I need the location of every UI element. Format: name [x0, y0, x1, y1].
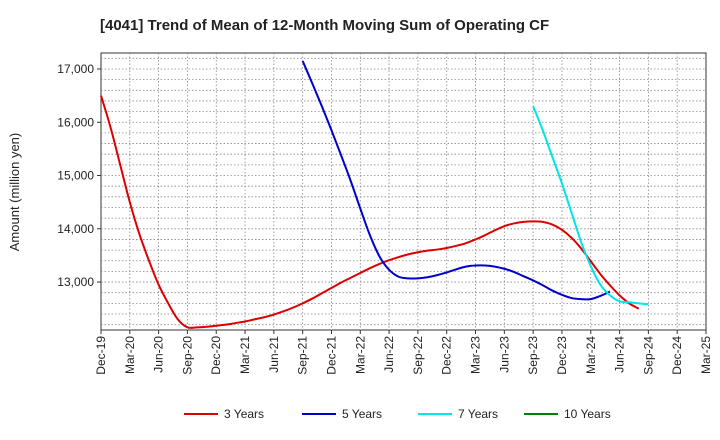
x-tick-label: Mar-20 [123, 336, 137, 374]
x-tick-label: Sep-21 [296, 336, 310, 375]
y-tick-label: 16,000 [57, 115, 94, 129]
legend-label-7-years: 7 Years [458, 407, 498, 421]
legend-label-10-years: 10 Years [564, 407, 611, 421]
x-tick-label: Mar-25 [699, 336, 713, 374]
chart-title: [4041] Trend of Mean of 12-Month Moving … [100, 17, 549, 34]
x-tick-label: Mar-21 [238, 336, 252, 374]
y-tick-label: 13,000 [57, 275, 94, 289]
legend-label-3-years: 3 Years [224, 407, 264, 421]
x-tick-label: Dec-23 [555, 336, 569, 375]
grid [101, 53, 706, 330]
x-tick-label: Jun-22 [382, 336, 396, 373]
x-tick-label: Dec-22 [440, 336, 454, 375]
x-tick-label: Mar-22 [353, 336, 367, 374]
y-tick-label: 14,000 [57, 222, 94, 236]
y-tick-label: 15,000 [57, 169, 94, 183]
y-tick-label: 17,000 [57, 62, 94, 76]
y-axis-label: Amount (million yen) [7, 133, 22, 252]
plot-area [100, 52, 707, 331]
x-tick-label: Dec-21 [324, 336, 338, 375]
y-axis-ticks: 13,000 14,000 15,000 16,000 17,000 [57, 62, 101, 289]
x-tick-label: Jun-23 [497, 336, 511, 373]
x-tick-label: Dec-24 [670, 336, 684, 375]
series-lines [100, 60, 649, 329]
x-tick-label: Mar-23 [469, 336, 483, 374]
series-line-3-years [100, 95, 640, 329]
x-tick-label: Jun-20 [152, 336, 166, 373]
x-tick-label: Jun-24 [613, 336, 627, 373]
x-axis-ticks: Dec-19 Mar-20 Jun-20 Sep-20 Dec-20 Mar-21 Jun-… [94, 330, 713, 375]
x-tick-label: Jun-21 [267, 336, 281, 373]
series-line-5-years [301, 60, 611, 301]
x-tick-label: Sep-24 [641, 336, 655, 375]
series-line-7-years [532, 105, 649, 306]
x-tick-label: Sep-20 [180, 336, 194, 375]
legend: 3 Years 5 Years 7 Years 10 Years [184, 407, 611, 421]
x-tick-label: Dec-20 [209, 336, 223, 375]
x-tick-label: Sep-23 [526, 336, 540, 375]
x-tick-label: Dec-19 [94, 336, 108, 375]
legend-label-5-years: 5 Years [342, 407, 382, 421]
x-tick-label: Mar-24 [584, 336, 598, 374]
x-tick-label: Sep-22 [411, 336, 425, 375]
